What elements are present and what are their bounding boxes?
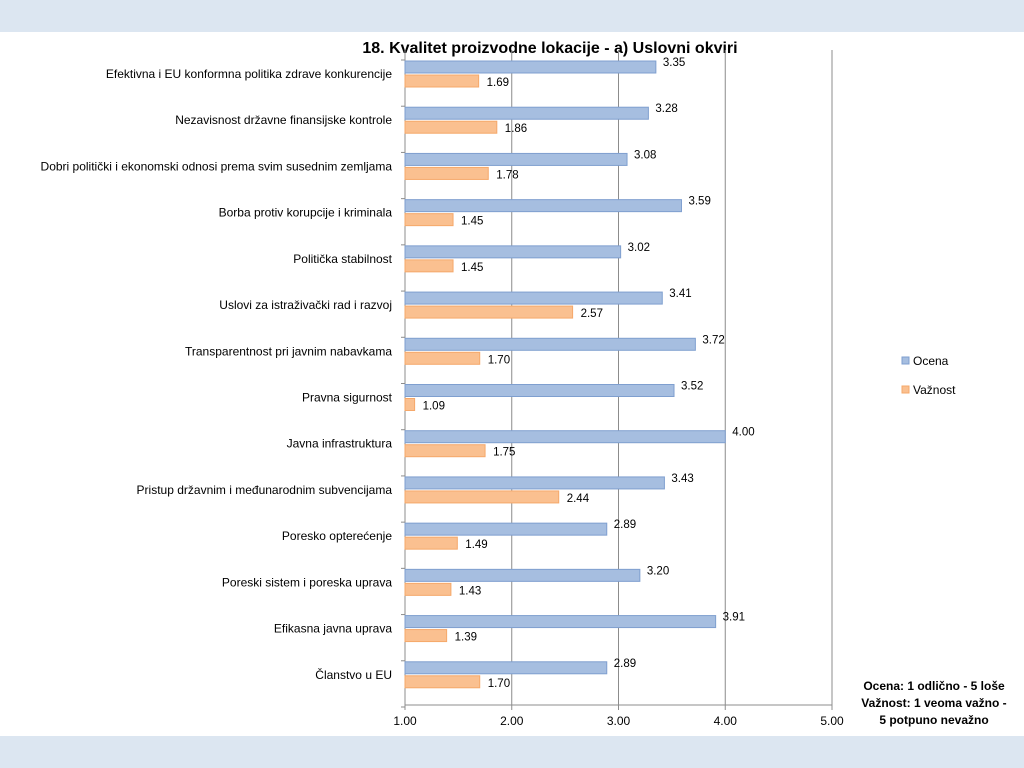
data-label-ocena: 4.00 [732,427,754,439]
category-label: Pravna sigurnost [302,391,393,405]
data-label-ocena: 3.52 [681,381,703,393]
data-label-ocena: 3.59 [688,196,710,208]
x-tick-label: 5.00 [820,714,844,728]
category-label: Efektivna i EU konformna politika zdrave… [106,67,392,81]
x-tick-label: 3.00 [607,714,631,728]
rating-note: Ocena: 1 odlično - 5 loše Važnost: 1 veo… [852,678,1016,729]
bar-vaznost [404,74,480,88]
data-label-ocena: 3.08 [634,149,656,161]
data-label-vaznost: 1.86 [505,123,527,135]
category-label: Borba protiv korupcije i kriminala [219,206,393,220]
x-tick-label: 1.00 [393,714,417,728]
bar-vaznost [404,120,498,134]
bar-vaznost [404,582,452,596]
category-label: Politička stabilnost [293,252,392,266]
bar-ocena [404,615,717,629]
category-label: Poreski sistem i poreska uprava [222,575,392,589]
data-label-vaznost: 1.75 [493,447,515,459]
bar-vaznost [404,351,481,365]
data-label-vaznost: 1.43 [459,585,481,597]
bar-ocena [404,291,663,305]
bar-vaznost [404,213,454,227]
category-label: Poresko opterećenje [282,529,392,543]
x-tick-label: 2.00 [500,714,524,728]
bar-vaznost [404,490,560,504]
bar-ocena [404,152,628,166]
labels: 1.00 2.00 3.00 4.00 5.00 Efektivna i EU konfo… [41,57,844,728]
grid-lines [511,50,833,705]
note-line-1: Ocena: 1 odlično - 5 loše [863,679,1005,693]
bar-ocena [404,106,649,120]
bar-vaznost [404,259,454,273]
bar-vaznost [404,305,574,319]
bar-vaznost [404,629,448,643]
bar-ocena [404,568,641,582]
legend-label: Važnost [913,383,956,397]
data-label-vaznost: 1.45 [461,216,483,228]
data-label-vaznost: 1.69 [487,77,509,89]
note-line-2: Važnost: 1 veoma važno - [861,696,1007,710]
data-label-vaznost: 1.39 [455,632,477,644]
bar-ocena [404,522,608,536]
category-label: Članstvo u EU [315,667,392,682]
category-label: Uslovi za istraživački rad i razvoj [219,298,392,312]
bar-ocena [404,337,696,351]
bar-ocena [404,199,682,213]
data-label-ocena: 3.28 [655,103,677,115]
data-label-vaznost: 1.45 [461,262,483,274]
bar-vaznost [404,675,481,689]
bar-vaznost [404,166,489,180]
data-label-ocena: 3.02 [628,242,650,254]
note-line-3: 5 potpuno nevažno [879,713,989,727]
category-label: Pristup državnim i međunarodnim subvenci… [137,483,393,497]
data-label-ocena: 3.35 [663,57,685,69]
category-label: Javna infrastruktura [287,437,393,451]
legend-swatch [901,356,910,365]
bar-ocena [404,245,622,259]
data-label-ocena: 2.89 [614,519,636,531]
axes [401,50,833,710]
bottom-band [0,736,1024,768]
legend: Ocena Važnost [901,354,956,397]
data-label-ocena: 3.91 [723,612,745,624]
bar-ocena [404,661,608,675]
data-label-vaznost: 1.49 [465,539,487,551]
chart-title: 18. Kvalitet proizvodne lokacije - a) Us… [362,40,737,57]
bar-ocena [404,476,665,490]
bar-ocena [404,60,657,74]
category-label: Dobri politički i ekonomski odnosi prema… [41,159,393,173]
data-label-vaznost: 1.70 [488,354,510,366]
data-label-ocena: 3.20 [647,565,669,577]
data-label-vaznost: 1.70 [488,678,510,690]
legend-label: Ocena [913,354,949,368]
data-label-ocena: 3.41 [669,288,691,300]
data-label-ocena: 3.43 [671,473,693,485]
data-label-ocena: 2.89 [614,658,636,670]
bar-vaznost [404,536,458,550]
data-label-vaznost: 1.09 [423,401,445,413]
x-tick-label: 4.00 [714,714,738,728]
legend-swatch [901,385,910,394]
bar-vaznost [404,444,486,458]
bar-vaznost [404,398,416,411]
category-label: Efikasna javna uprava [274,622,392,636]
bars [404,60,726,689]
category-label: Nezavisnost državne finansijske kontrole [175,113,392,127]
bar-ocena [404,430,726,444]
top-band [0,0,1024,32]
bar-ocena [404,384,675,397]
category-label: Transparentnost pri javnim nabavkama [185,344,392,358]
data-label-vaznost: 2.57 [581,308,603,320]
data-label-ocena: 3.72 [702,334,724,346]
data-label-vaznost: 1.78 [496,169,518,181]
data-label-vaznost: 2.44 [567,493,590,505]
